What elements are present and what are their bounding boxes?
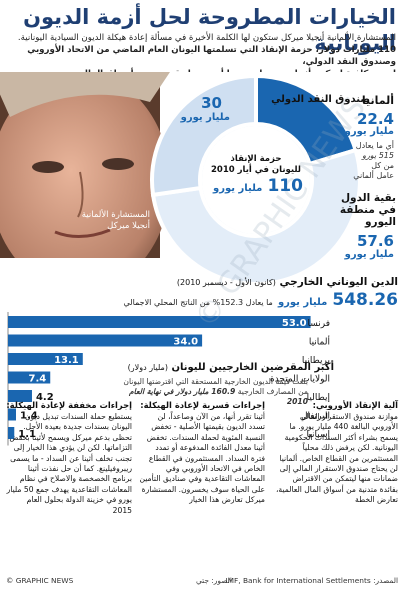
germany-note-line: 515 يورو xyxy=(362,151,394,160)
donut-center-value: 110 مليار يورو xyxy=(212,176,304,196)
column-title: إجراءات قسرية لإعادة الهيكلة: xyxy=(140,400,265,410)
bar-category-label: إسبانيا xyxy=(307,430,330,440)
lenders-note-text-2: 160.9 مليار دولار في نهاية العام 2010 xyxy=(128,387,308,406)
bar-category-label: فرنسا xyxy=(307,319,330,329)
germany-note: أي ما يعادل 515 يورو من كل عامل ألماني xyxy=(334,141,394,181)
column-body: يستطيع حملة السندات تبديل ديون اليونان ب… xyxy=(6,412,132,515)
donut-hole xyxy=(202,126,310,234)
bailout-donut xyxy=(150,73,362,286)
lenders-heading-unit: (مليار دولار) xyxy=(127,363,168,372)
eurozone-unit: مليار يورو xyxy=(344,249,394,260)
imf-value: 30 xyxy=(201,94,222,112)
eurozone-value: 57.6 xyxy=(356,232,394,250)
lenders-heading: أكبر المقرضين الخارجيين لليونان (مليار د… xyxy=(94,362,334,373)
bar-category-label: البرتغال xyxy=(301,412,330,422)
imf-label: صندوق النقد الدولي xyxy=(271,94,370,105)
footer: © GRAPHIC NEWS الصور: جتي المصدر: IMF, B… xyxy=(6,576,398,588)
lenders-bar-chart: 53.0 فرنسا 34.0 ألمانيا 13.1 بريطانيا 7.4 الولا… xyxy=(7,312,330,446)
germany-label: ألمانيا xyxy=(361,94,394,107)
donut-slice xyxy=(150,73,258,198)
bar-category-label: ألمانيا xyxy=(309,336,330,348)
imf-unit: مليار يورو xyxy=(180,112,230,123)
germany-note-line: أي ما يعادل xyxy=(355,141,394,150)
bar xyxy=(8,427,15,439)
germany-note-line: من كل xyxy=(371,161,394,170)
debt-period: (كانون الأول - ديسمبر 2010) xyxy=(176,278,276,287)
bar xyxy=(8,316,311,328)
footer-source: المصدر: IMF, Bank for International Sett… xyxy=(225,576,398,585)
donut-slice xyxy=(150,147,362,286)
debt-pct-note: ما يعادل 152.3% من الناتج المحلي الاجمال… xyxy=(123,298,273,307)
bar xyxy=(8,353,83,365)
bar xyxy=(8,371,51,384)
debt-heading-text: الدين اليوناني الخارجي xyxy=(279,276,398,288)
donut-center-line: حزمة الإنقاذ xyxy=(230,154,282,164)
germany-value: 22.4 xyxy=(356,110,394,128)
bar-value-label: 1.1 xyxy=(18,429,36,440)
column-body: موازنة صندوق الاستقرار المالي الأوروبي ا… xyxy=(275,412,398,505)
debt-total-line: 548.26 مليار يورو ما يعادل 152.3% من الن… xyxy=(6,290,399,310)
bar xyxy=(8,390,32,402)
column-soft-restructuring: إجراءات مخففة لإعادة الهيكلة: يستطيع حمل… xyxy=(6,400,132,516)
bar-value-label: 53.0 xyxy=(282,318,307,329)
lenders-heading-text: أكبر المقرضين الخارجيين لليونان xyxy=(171,362,334,373)
donut-center-number: 110 xyxy=(267,176,303,196)
bar xyxy=(8,408,16,421)
lenders-note: بلغت قيمة الديون الخارجية المستحقة التي … xyxy=(118,377,308,407)
bar-category-label: إيطاليا xyxy=(307,393,330,403)
page-title: الخيارات المطروحة لحل أزمة الديون اليونا… xyxy=(23,5,396,55)
intro-line: 110 مليارات دولار، حزمة الإنقاذ التي تسل… xyxy=(27,45,396,67)
bar-value-label: 7.4 xyxy=(29,374,47,385)
footer-credit: © GRAPHIC NEWS xyxy=(6,576,74,585)
donut-center-unit: مليار يورو xyxy=(213,183,263,194)
intro-line: المستشارة الألمانية أنجيلا ميركل ستكون ل… xyxy=(17,33,396,43)
footer-photo: الصور: جتي xyxy=(196,576,232,585)
germany-unit: مليار يورو xyxy=(344,126,394,137)
bar-category-label: بريطانيا xyxy=(302,356,330,366)
photo-caption-line: أنجيلا ميركل xyxy=(107,221,150,231)
bar-value-label: 1.4 xyxy=(20,411,38,422)
bar-category-label: الولايات المتحدة xyxy=(270,375,330,385)
bar xyxy=(8,334,203,347)
bar-value-label: 34.0 xyxy=(173,337,198,348)
eurozone-label: بقية الدول في منطقة اليورو xyxy=(339,192,396,228)
debt-heading: الدين اليوناني الخارجي (كانون الأول - دي… xyxy=(6,276,398,288)
external-debt-block: الدين اليوناني الخارجي (كانون الأول - دي… xyxy=(6,276,399,310)
bar-value-label: 4.2 xyxy=(36,392,54,403)
photo-caption-line: المستشارة الألمانية xyxy=(81,210,150,220)
column-title: إجراءات مخففة لإعادة الهيكلة: xyxy=(6,400,132,410)
photo-caption: المستشارة الألمانية أنجيلا ميركل xyxy=(80,210,150,232)
lenders-block: أكبر المقرضين الخارجيين لليونان (مليار د… xyxy=(94,362,334,373)
column-body: أثينا تقرر أنها، من الآن وصاعداً، لن تسد… xyxy=(139,412,265,505)
column-forced-restructuring: إجراءات قسرية لإعادة الهيكلة: أثينا تقرر… xyxy=(139,400,265,506)
debt-unit: مليار يورو xyxy=(277,297,328,308)
lenders-note-text: بلغت قيمة الديون الخارجية المستحقة التي … xyxy=(123,377,308,396)
donut-center-line: لليونان في أيار 2010 xyxy=(210,165,301,175)
column-eu-rescue: آلية الإنقاذ الأوروبي: موازنة صندوق الاس… xyxy=(272,400,398,506)
debt-total: 548.26 xyxy=(332,290,398,310)
donut-center-title: حزمة الإنقاذ لليونان في أيار 2010 xyxy=(206,154,306,176)
germany-note-line: عامل ألماني xyxy=(353,171,394,180)
bar-value-label: 13.1 xyxy=(54,355,79,366)
column-title: آلية الإنقاذ الأوروبي: xyxy=(312,400,398,410)
